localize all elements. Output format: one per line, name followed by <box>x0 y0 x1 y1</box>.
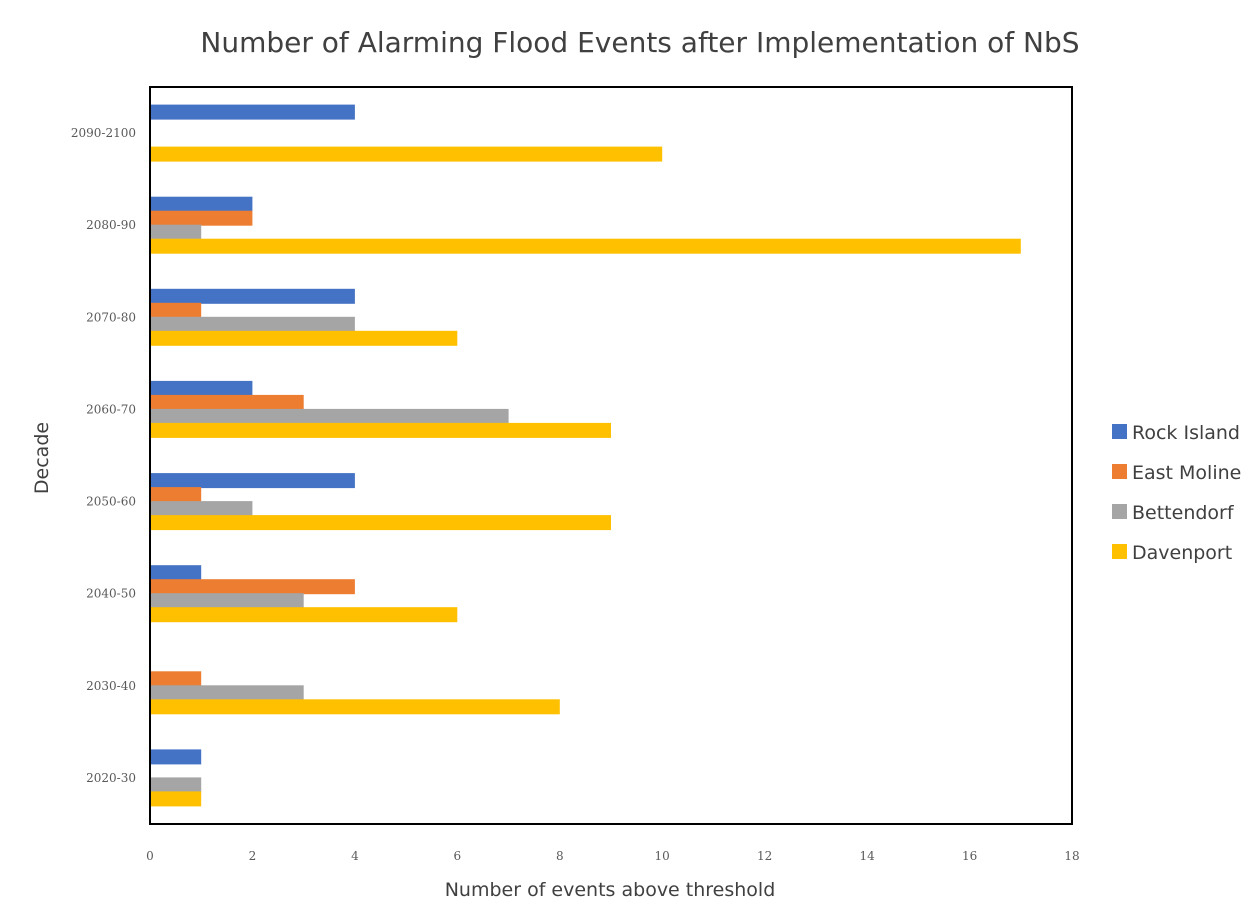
bar-bettendorf-2050-60 <box>151 501 253 517</box>
bar-davenport-2090-2100 <box>151 146 663 162</box>
x-tick-label: 2 <box>249 849 257 863</box>
bar-east-moline-2050-60 <box>151 487 202 503</box>
bar-rock-island-2070-80 <box>151 288 355 304</box>
bar-davenport-2030-40 <box>151 699 560 715</box>
legend: Rock Island East Moline Bettendorf Davenpor… <box>1112 422 1241 564</box>
legend-swatch-bettendorf <box>1112 504 1127 519</box>
bar-bettendorf-2060-70 <box>151 408 509 424</box>
bar-rock-island-2050-60 <box>151 473 355 489</box>
x-axis-title: Number of events above threshold <box>445 879 776 901</box>
bar-bettendorf-2030-40 <box>151 685 304 701</box>
bar-bettendorf-2040-50 <box>151 593 304 609</box>
bar-davenport-2040-50 <box>151 607 458 623</box>
bar-east-moline-2070-80 <box>151 302 202 318</box>
bar-davenport-2080-90 <box>151 238 1021 254</box>
y-tick-label: 2030-40 <box>86 679 136 693</box>
legend-label-east-moline: East Moline <box>1132 462 1241 484</box>
bar-rock-island-2020-30 <box>151 749 202 765</box>
legend-label-rock-island: Rock Island <box>1132 422 1240 444</box>
chart-title: Number of Alarming Flood Events after Im… <box>200 26 1079 59</box>
bars-layer <box>151 104 1021 807</box>
y-tick-label: 2040-50 <box>86 587 136 601</box>
bar-east-moline-2060-70 <box>151 394 304 410</box>
x-tick-label: 14 <box>859 849 875 863</box>
bar-east-moline-2030-40 <box>151 671 202 687</box>
x-tick-label: 8 <box>556 849 564 863</box>
legend-label-davenport: Davenport <box>1132 542 1232 564</box>
bar-rock-island-2060-70 <box>151 380 253 396</box>
y-tick-label: 2090-2100 <box>71 126 136 140</box>
y-tick-label: 2020-30 <box>86 771 136 785</box>
x-tick-label: 10 <box>655 849 670 863</box>
y-tick-labels: 2020-30 2030-40 2040-50 2050-60 2060-70 2070-… <box>71 126 136 785</box>
legend-swatch-davenport <box>1112 544 1127 559</box>
x-tick-label: 18 <box>1064 849 1079 863</box>
legend-swatch-rock-island <box>1112 424 1127 439</box>
bar-davenport-2060-70 <box>151 422 611 438</box>
y-tick-label: 2050-60 <box>86 495 136 509</box>
bar-bettendorf-2080-90 <box>151 224 202 240</box>
bar-east-moline-2040-50 <box>151 579 355 595</box>
bar-rock-island-2080-90 <box>151 196 253 212</box>
bar-rock-island-2040-50 <box>151 565 202 581</box>
x-tick-label: 4 <box>351 849 359 863</box>
legend-label-bettendorf: Bettendorf <box>1132 502 1235 524</box>
y-axis-title: Decade <box>31 422 53 494</box>
bar-bettendorf-2020-30 <box>151 777 202 793</box>
bar-east-moline-2080-90 <box>151 210 253 226</box>
x-tick-labels: 0 2 4 6 8 10 12 14 16 18 <box>146 849 1079 863</box>
legend-swatch-east-moline <box>1112 464 1127 479</box>
y-tick-label: 2060-70 <box>86 402 136 416</box>
bar-davenport-2070-80 <box>151 330 458 346</box>
bar-davenport-2050-60 <box>151 515 611 531</box>
x-tick-label: 6 <box>453 849 461 863</box>
bar-rock-island-2090-2100 <box>151 104 355 120</box>
x-tick-label: 12 <box>757 849 772 863</box>
y-tick-label: 2070-80 <box>86 310 136 324</box>
x-tick-label: 16 <box>962 849 977 863</box>
y-tick-label: 2080-90 <box>86 218 136 232</box>
bar-davenport-2020-30 <box>151 791 202 807</box>
x-tick-label: 0 <box>146 849 154 863</box>
bar-bettendorf-2070-80 <box>151 316 355 332</box>
